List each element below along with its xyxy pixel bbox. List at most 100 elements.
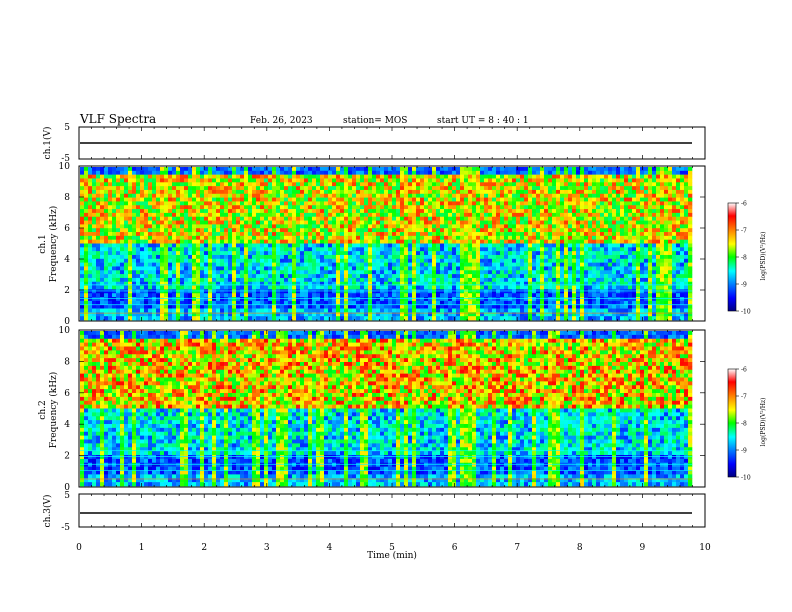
spectrogram-cell: [312, 262, 317, 267]
spectrogram-cell: [484, 167, 489, 172]
spectrogram-cell: [568, 304, 573, 309]
spectrogram-cell: [328, 300, 333, 306]
spectrogram-cell: [452, 167, 457, 172]
spectrogram-cell: [432, 228, 437, 233]
spectrogram-cell: [532, 251, 537, 256]
spectrogram-cell: [564, 312, 569, 317]
spectrogram-cell: [376, 281, 381, 286]
spectrogram-cell: [132, 270, 137, 275]
spectrogram-cell: [292, 254, 297, 260]
spectrogram-cell: [176, 316, 181, 321]
spectrogram-cell: [112, 220, 117, 225]
spectrogram-cell: [124, 247, 129, 252]
spectrogram-cell: [368, 277, 373, 283]
spectrogram-cell: [352, 216, 357, 221]
spectrogram-cell: [436, 297, 441, 302]
spectrogram-cell: [412, 197, 417, 202]
spectrogram-cell: [528, 239, 533, 244]
spectrogram-cell: [160, 316, 165, 321]
spectrogram-cell: [384, 316, 389, 321]
spectrogram-cell: [216, 254, 221, 260]
spectrogram-cell: [488, 247, 493, 252]
spectrogram-cell: [212, 212, 217, 218]
spectrogram-cell: [564, 228, 569, 233]
spectrogram-cell: [364, 316, 369, 321]
spectrogram-cell: [252, 297, 257, 302]
spectrogram-cell: [272, 270, 277, 275]
spectrogram-cell: [564, 300, 569, 306]
spectrogram-cell: [440, 182, 445, 187]
spectrogram-cell: [100, 174, 105, 179]
spectrogram-cell: [464, 270, 469, 275]
spectrogram-cell: [420, 189, 425, 195]
spectrogram-cell: [380, 277, 385, 283]
spectrogram-cell: [204, 304, 209, 309]
spectrogram-cell: [544, 274, 549, 279]
spectrogram-cell: [340, 228, 345, 233]
spectrogram-cell: [160, 285, 165, 290]
spectrogram-cell: [236, 239, 241, 244]
spectrogram-cell: [280, 281, 285, 286]
spectrogram-cell: [244, 289, 249, 294]
spectrogram-cell: [80, 251, 85, 256]
spectrogram-cell: [292, 289, 297, 294]
spectrogram-cell: [124, 254, 129, 260]
spectrogram-cell: [472, 285, 477, 290]
spectrogram-cell: [168, 186, 173, 191]
spectrogram-cell: [400, 258, 405, 263]
spectrogram-cell: [376, 174, 381, 179]
spectrogram-cell: [136, 289, 141, 294]
spectrogram-cell: [88, 258, 93, 263]
spectrogram-cell: [100, 212, 105, 218]
spectrogram-cell: [528, 251, 533, 256]
spectrogram-cell: [432, 262, 437, 267]
spectrogram-cell: [128, 270, 133, 275]
spectrogram-cell: [384, 232, 389, 237]
spectrogram-cell: [428, 262, 433, 267]
spectrogram-cell: [532, 178, 537, 183]
spectrogram-cell: [512, 205, 517, 210]
spectrogram-cell: [356, 289, 361, 294]
spectrogram-cell: [172, 174, 177, 179]
spectrogram-cell: [536, 239, 541, 244]
spectrogram-cell: [324, 262, 329, 267]
spectrogram-cell: [492, 266, 497, 271]
spectrogram-cell: [344, 274, 349, 279]
spectrogram-cell: [404, 186, 409, 191]
spectrogram-cell: [228, 266, 233, 271]
spectrogram-cell: [288, 205, 293, 210]
spectrogram-cell: [384, 243, 389, 248]
spectrogram-cell: [448, 189, 453, 195]
spectrogram-cell: [204, 224, 209, 229]
spectrogram-cell: [508, 205, 513, 210]
spectrogram-cell: [536, 247, 541, 252]
spectrogram-cell: [460, 182, 465, 187]
spectrogram-cell: [484, 254, 489, 260]
spectrogram-cell: [496, 174, 501, 179]
spectrogram-cell: [332, 262, 337, 267]
spectrogram-cell: [160, 251, 165, 256]
spectrogram-cell: [188, 232, 193, 237]
spectrogram-cell: [524, 189, 529, 195]
spectrogram-cell: [260, 201, 265, 206]
spectrogram-cell: [324, 220, 329, 225]
spectrogram-cell: [560, 243, 565, 248]
spectrogram-cell: [108, 266, 113, 271]
spectrogram-cell: [96, 235, 101, 240]
spectrogram-cell: [328, 285, 333, 290]
spectrogram-cell: [296, 174, 301, 179]
spectrogram-cell: [544, 209, 549, 214]
spectrogram-cell: [484, 186, 489, 191]
spectrogram-cell: [560, 270, 565, 275]
spectrogram-cell: [364, 293, 369, 298]
spectrogram-cell: [232, 224, 237, 229]
spectrogram-cell: [408, 216, 413, 221]
spectrogram-cell: [544, 289, 549, 294]
spectrogram-cell: [560, 174, 565, 179]
spectrogram-cell: [148, 308, 153, 313]
spectrogram-cell: [248, 312, 253, 317]
spectrogram-cell: [408, 308, 413, 313]
spectrogram-cell: [272, 304, 277, 309]
spectrogram-cell: [372, 167, 377, 172]
spectrogram-cell: [328, 297, 333, 302]
